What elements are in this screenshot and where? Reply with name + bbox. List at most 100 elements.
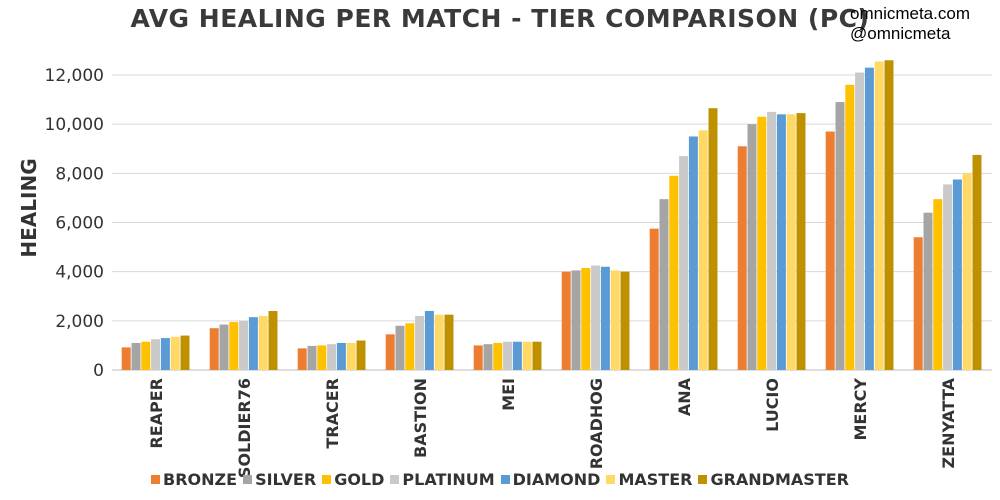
legend-swatch [322, 475, 332, 484]
category-label-roadhog: ROADHOG [587, 378, 606, 469]
bar-diamond-bastion [424, 311, 434, 370]
legend-swatch [698, 475, 708, 484]
category-label-mercy: MERCY [851, 378, 870, 441]
bar-silver-reaper [131, 342, 141, 370]
bar-bronze-roadhog [561, 271, 571, 370]
bar-diamond-reaper [160, 338, 170, 370]
bar-gold-mercy [845, 84, 855, 370]
category-label-mei: MEI [499, 378, 518, 411]
bar-master-roadhog [610, 270, 620, 370]
category-label-bastion: BASTION [411, 378, 430, 458]
bar-platinum-lucio [767, 111, 777, 371]
bar-master-tracer [346, 342, 356, 370]
bar-grandmaster-roadhog [620, 271, 630, 370]
legend-swatch [390, 475, 400, 484]
bar-bronze-mercy [825, 131, 835, 370]
bar-diamond-tracer [336, 342, 346, 370]
legend-item-platinum: PLATINUM [390, 470, 495, 489]
bar-silver-soldier76 [219, 324, 229, 370]
category-label-tracer: TRACER [323, 378, 342, 449]
bar-diamond-mei [512, 341, 522, 370]
credit-site: omnicmeta.com [850, 4, 970, 23]
bar-bronze-bastion [385, 334, 395, 370]
legend-item-diamond: DIAMOND [500, 470, 601, 489]
category-label-soldier76: SOLDIER76 [235, 378, 254, 478]
legend-swatch [500, 475, 510, 484]
bar-silver-mercy [835, 102, 845, 370]
y-axis-title: HEALING [17, 158, 41, 257]
legend-label: SILVER [255, 470, 317, 489]
bar-grandmaster-mei [532, 341, 542, 370]
bar-silver-mei [483, 344, 493, 370]
legend-swatch [243, 475, 253, 484]
bar-bronze-ana [649, 228, 659, 370]
y-tick-label: 8,000 [55, 164, 104, 184]
bar-platinum-bastion [415, 315, 425, 370]
bar-silver-bastion [395, 325, 405, 370]
bar-gold-soldier76 [229, 322, 239, 370]
bar-grandmaster-reaper [180, 335, 190, 370]
legend-label: PLATINUM [402, 470, 495, 489]
bar-bronze-soldier76 [209, 328, 219, 370]
y-tick-label: 10,000 [45, 115, 104, 135]
bar-master-zenyatta [962, 173, 972, 370]
legend-item-grandmaster: GRANDMASTER [698, 470, 849, 489]
bar-bronze-reaper [121, 347, 131, 370]
category-label-lucio: LUCIO [763, 378, 782, 432]
bar-diamond-roadhog [600, 266, 610, 370]
bar-silver-lucio [747, 124, 757, 370]
legend-item-gold: GOLD [322, 470, 384, 489]
bar-grandmaster-tracer [356, 340, 366, 370]
legend: BRONZE SILVER GOLD PLATINUM DIAMOND MASTER GRA… [0, 470, 1000, 489]
bar-gold-reaper [141, 341, 151, 370]
legend-label: DIAMOND [512, 470, 601, 489]
bar-master-lucio [786, 114, 796, 370]
bar-master-bastion [434, 314, 444, 370]
bar-diamond-soldier76 [248, 317, 258, 370]
bar-diamond-lucio [776, 114, 786, 370]
y-tick-label: 6,000 [55, 214, 104, 234]
category-labels: REAPER SOLDIER76 TRACER BASTION MEI ROADHOG AN… [147, 377, 958, 478]
bar-gold-mei [493, 342, 503, 370]
bar-master-mei [522, 341, 532, 370]
legend-label: MASTER [618, 470, 693, 489]
bar-gold-ana [669, 175, 679, 370]
bar-diamond-ana [688, 136, 698, 370]
category-label-zenyatta: ZENYATTA [939, 377, 958, 468]
credit-handle: @omnicmeta [850, 24, 951, 43]
bar-platinum-mei [503, 341, 513, 370]
bar-diamond-zenyatta [952, 179, 962, 370]
legend-item-bronze: BRONZE [151, 470, 237, 489]
bar-bronze-mei [473, 345, 483, 370]
bar-bronze-lucio [737, 146, 747, 370]
bar-grandmaster-ana [708, 108, 718, 370]
legend-label: GOLD [334, 470, 385, 489]
bar-platinum-ana [679, 156, 689, 371]
legend-item-master: MASTER [606, 470, 692, 489]
bar-diamond-mercy [864, 67, 874, 371]
bar-master-soldier76 [258, 315, 268, 370]
chart-title: AVG HEALING PER MATCH - TIER COMPARISON … [130, 4, 870, 33]
y-tick-label: 4,000 [55, 263, 104, 283]
bar-master-reaper [170, 336, 180, 370]
bar-platinum-soldier76 [239, 320, 249, 370]
bar-silver-ana [659, 199, 669, 370]
category-label-ana: ANA [675, 377, 694, 416]
bar-platinum-reaper [151, 339, 161, 370]
bar-platinum-mercy [855, 72, 865, 370]
bar-gold-bastion [405, 323, 415, 370]
bar-master-ana [698, 130, 708, 370]
bar-platinum-zenyatta [943, 184, 953, 370]
y-tick-label: 12,000 [45, 66, 104, 86]
bar-silver-tracer [307, 345, 317, 370]
bar-grandmaster-mercy [884, 60, 894, 370]
y-tick-label: 0 [93, 361, 104, 381]
bar-silver-roadhog [571, 270, 581, 370]
bar-bronze-tracer [297, 348, 307, 370]
bar-gold-zenyatta [933, 199, 943, 370]
bar-master-mercy [874, 61, 884, 370]
category-label-reaper: REAPER [147, 378, 166, 449]
bars [121, 60, 982, 371]
bar-gold-lucio [757, 116, 767, 370]
